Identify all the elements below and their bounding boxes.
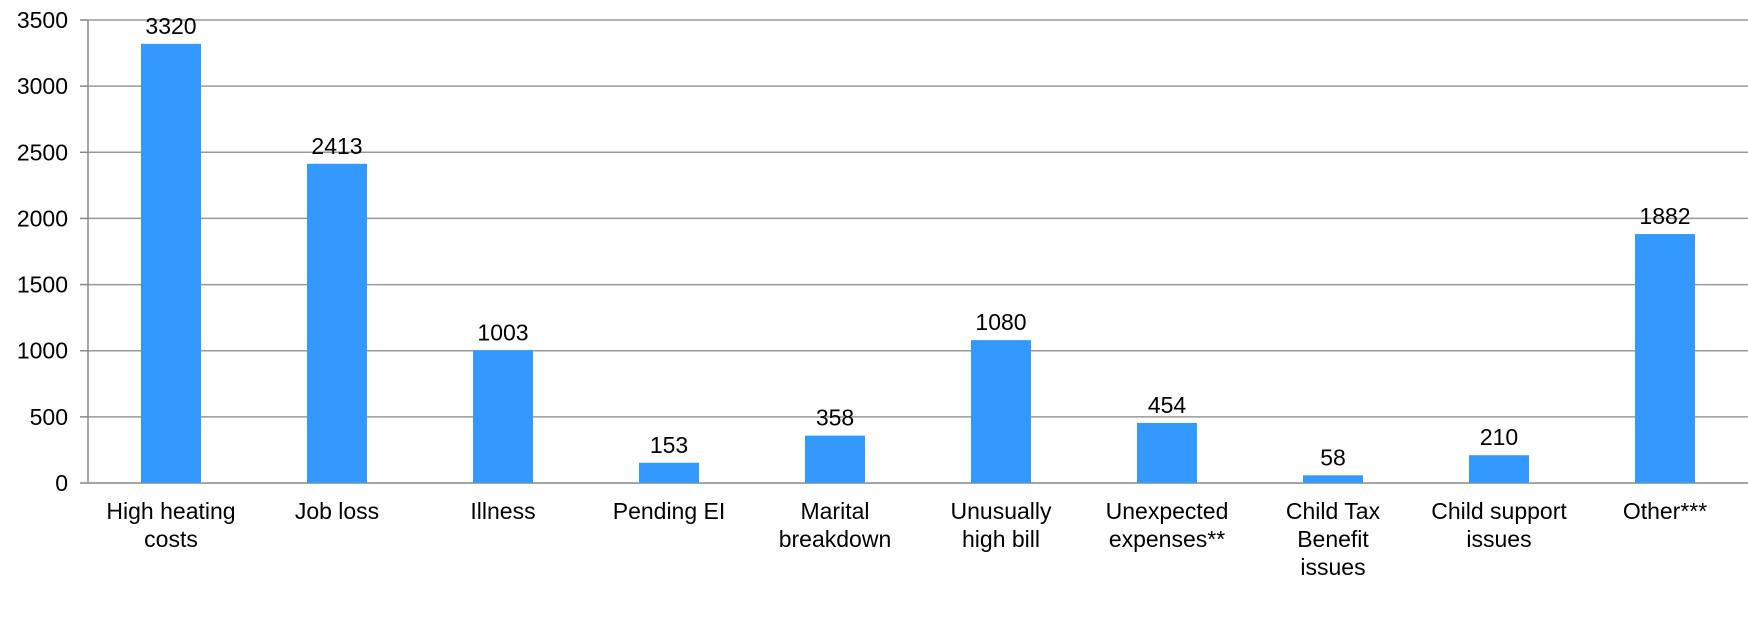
category-label-4: Pending EI — [613, 498, 726, 524]
category-label-9: Child support issues — [1431, 498, 1567, 552]
category-label-1-line-2: costs — [144, 526, 198, 552]
y-tick-label-2000: 2000 — [17, 205, 68, 231]
category-label-3-line-1: Illness — [470, 498, 535, 524]
category-label-3: Illness — [470, 498, 535, 524]
category-label-6: Unusually high bill — [951, 498, 1052, 552]
category-label-6-line-1: Unusually — [951, 498, 1052, 524]
category-label-7: Unexpected expenses** — [1106, 498, 1229, 552]
bar-6 — [971, 340, 1031, 483]
category-label-6-line-2: high bill — [962, 526, 1040, 552]
data-label-1: 3320 — [145, 13, 196, 39]
bar-2 — [307, 163, 367, 484]
y-tick-label-1500: 1500 — [17, 272, 68, 298]
bar-9 — [1469, 455, 1529, 483]
data-label-10: 1882 — [1639, 203, 1690, 229]
category-label-8-line-2: Benefit — [1297, 526, 1369, 552]
data-label-5: 358 — [816, 405, 854, 431]
category-label-2: Job loss — [295, 498, 379, 524]
bar-7 — [1137, 422, 1197, 483]
category-label-8: Child Tax Benefit issues — [1286, 498, 1381, 580]
category-label-1: High heating costs — [106, 498, 235, 552]
category-label-10: Other*** — [1623, 498, 1707, 524]
data-label-2: 2413 — [311, 133, 362, 159]
category-label-2-line-1: Job loss — [295, 498, 379, 524]
category-label-10-line-1: Other*** — [1623, 498, 1707, 524]
bar-4 — [639, 462, 699, 483]
data-label-6: 1080 — [975, 309, 1026, 335]
category-label-4-line-1: Pending EI — [613, 498, 726, 524]
bar-3 — [473, 350, 533, 483]
category-label-9-line-1: Child support — [1431, 498, 1567, 524]
bar-1 — [141, 43, 201, 483]
data-label-4: 153 — [650, 432, 688, 458]
bar-5 — [805, 435, 865, 483]
y-tick-label-3500: 3500 — [17, 7, 68, 33]
bars — [141, 43, 1695, 484]
data-labels: 3320 2413 1003 153 358 1080 454 58 210 1882 — [145, 13, 1690, 471]
category-label-5: Marital breakdown — [779, 498, 892, 552]
category-label-1-line-1: High heating — [106, 498, 235, 524]
y-tick-label-1000: 1000 — [17, 338, 68, 364]
data-label-3: 1003 — [477, 319, 528, 345]
y-tick-label-500: 500 — [30, 404, 68, 430]
bar-10 — [1635, 234, 1695, 483]
category-label-5-line-2: breakdown — [779, 526, 892, 552]
category-label-8-line-1: Child Tax — [1286, 498, 1381, 524]
data-label-8: 58 — [1320, 444, 1346, 470]
data-label-7: 454 — [1148, 392, 1187, 418]
y-tick-label-0: 0 — [55, 470, 68, 496]
y-tick-label-3000: 3000 — [17, 73, 68, 99]
category-label-5-line-1: Marital — [800, 498, 869, 524]
x-axis-category-labels: High heating costs Job loss Illness Pending … — [106, 498, 1707, 580]
category-label-9-line-2: issues — [1466, 526, 1531, 552]
data-label-9: 210 — [1480, 424, 1518, 450]
y-tick-label-2500: 2500 — [17, 139, 68, 165]
category-label-7-line-2: expenses** — [1109, 526, 1225, 552]
y-axis-tick-labels: 0 500 1000 1500 2000 2500 3000 3500 — [17, 7, 68, 496]
category-label-7-line-1: Unexpected — [1106, 498, 1229, 524]
bar-8 — [1303, 475, 1363, 483]
category-label-8-line-3: issues — [1300, 554, 1365, 580]
